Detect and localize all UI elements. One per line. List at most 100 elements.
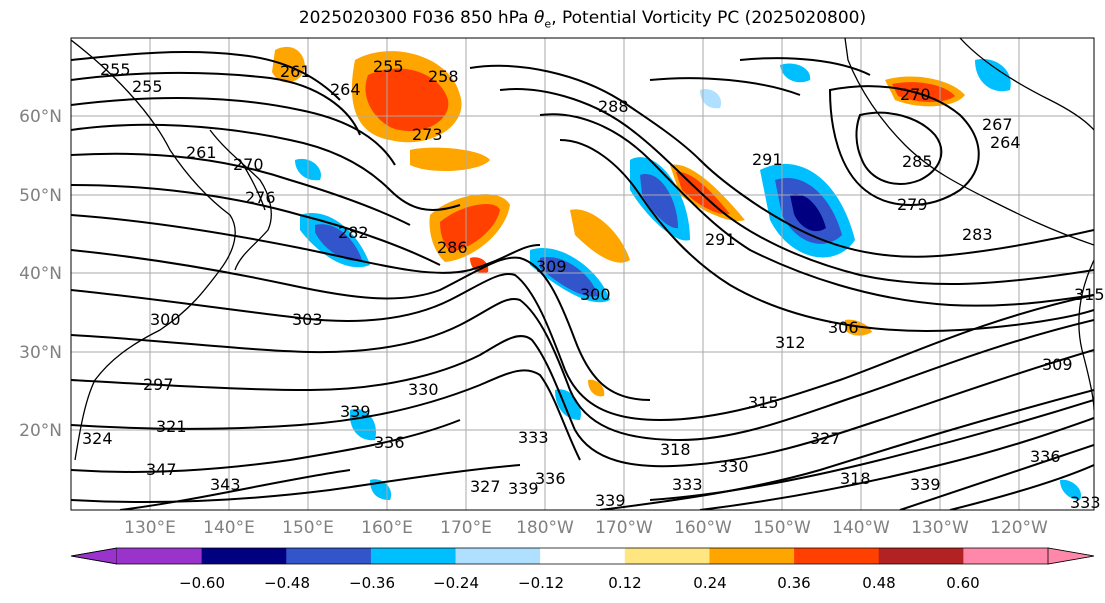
lon-label: 130°W: [911, 518, 969, 538]
contour-label: 309: [1042, 355, 1073, 374]
map-title: 2025020300 F036 850 hPa θe, Potential Vo…: [298, 8, 867, 31]
contour-labels: 255 255 261 264 255 258 273 261 270 276 …: [82, 57, 1105, 512]
contour-label: 258: [428, 67, 459, 86]
graticule: [71, 38, 1094, 510]
contour-label: 255: [373, 57, 404, 76]
contour-label: 282: [338, 223, 369, 242]
lat-label: 50°N: [19, 186, 62, 206]
colorbar-segment: [286, 548, 372, 564]
colorbar-tick-label: −0.12: [518, 574, 564, 592]
colorbar-extend-high: [1047, 547, 1095, 565]
contour-label: 261: [186, 143, 217, 162]
colorbar-segments: [70, 547, 1095, 565]
contour-label: 306: [828, 318, 859, 337]
lon-label: 140°E: [203, 518, 255, 538]
contour-label: 339: [340, 402, 371, 421]
colorbar-extend-low: [70, 547, 118, 565]
lon-label: 180°W: [516, 518, 574, 538]
contour-label: 255: [100, 60, 131, 79]
lat-label: 40°N: [19, 264, 62, 284]
contour-label: 333: [1070, 493, 1101, 512]
lat-label: 20°N: [19, 421, 62, 441]
contour-label: 336: [535, 469, 566, 488]
contour-label: 291: [705, 230, 736, 249]
lat-label: 60°N: [19, 107, 62, 127]
contour-label: 286: [437, 238, 468, 257]
contour-label: 343: [210, 475, 241, 494]
pv-positive-shading: [272, 46, 965, 397]
lon-label: 140°W: [832, 518, 890, 538]
contour-label: 303: [292, 310, 323, 329]
contour-label: 330: [718, 457, 749, 476]
contour-label: 333: [672, 475, 703, 494]
colorbar-tick-label: −0.60: [179, 574, 225, 592]
colorbar-tick-label: 0.48: [862, 574, 895, 592]
map-frame: [70, 37, 1095, 511]
contour-label: 255: [132, 77, 163, 96]
longitude-labels: 130°E 140°E 150°E 160°E 170°E 180°W 170°…: [124, 518, 1048, 538]
lon-label: 150°E: [282, 518, 334, 538]
contour-label: 324: [82, 429, 113, 448]
contour-label: 336: [1030, 447, 1061, 466]
colorbar-tick-label: 0.36: [777, 574, 810, 592]
contour-label: 309: [536, 257, 567, 276]
colorbar: −0.60 −0.48 −0.36 −0.24 −0.12 0.12 0.24 …: [70, 547, 1095, 592]
contour-label: 333: [518, 428, 549, 447]
colorbar-segment: [709, 548, 795, 564]
contour-label: 270: [233, 155, 264, 174]
contour-label: 276: [245, 188, 276, 207]
colorbar-tick-labels: −0.60 −0.48 −0.36 −0.24 −0.12 0.12 0.24 …: [179, 574, 980, 592]
contour-label: 315: [1074, 285, 1105, 304]
contour-label: 339: [595, 491, 626, 510]
contour-label: 264: [990, 133, 1021, 152]
colorbar-segment: [117, 548, 203, 564]
contour-label: 318: [840, 469, 871, 488]
colorbar-tick-label: −0.48: [264, 574, 310, 592]
colorbar-segment: [794, 548, 880, 564]
lon-label: 160°W: [674, 518, 732, 538]
contour-label: 283: [962, 225, 993, 244]
colorbar-segment: [540, 548, 626, 564]
coastlines: [71, 38, 1094, 461]
lon-label: 150°W: [753, 518, 811, 538]
lon-label: 120°W: [990, 518, 1048, 538]
contour-label: 285: [902, 152, 933, 171]
lon-label: 170°E: [440, 518, 492, 538]
contour-label: 288: [598, 97, 629, 116]
contour-label: 330: [408, 380, 439, 399]
lat-label: 30°N: [19, 343, 62, 363]
contour-label: 273: [412, 125, 443, 144]
contour-label: 261: [280, 62, 311, 81]
contour-label: 339: [910, 475, 941, 494]
lon-label: 130°E: [124, 518, 176, 538]
contour-label: 315: [748, 393, 779, 412]
contour-label: 291: [752, 150, 783, 169]
contour-label: 336: [374, 433, 405, 452]
contour-label: 347: [146, 460, 177, 479]
colorbar-tick-label: 0.24: [693, 574, 726, 592]
contour-label: 270: [900, 85, 931, 104]
colorbar-tick-label: −0.24: [433, 574, 479, 592]
lon-label: 160°E: [361, 518, 413, 538]
colorbar-segment: [455, 548, 541, 564]
lon-label: 170°W: [595, 518, 653, 538]
pv-negative-shading: [295, 59, 1081, 500]
contour-label: 267: [982, 115, 1013, 134]
contour-label: 297: [143, 375, 174, 394]
colorbar-segment: [963, 548, 1049, 564]
latitude-labels: 60°N 50°N 40°N 30°N 20°N: [19, 107, 62, 441]
colorbar-segment: [370, 548, 457, 564]
contour-label: 300: [580, 285, 611, 304]
contour-label: 312: [775, 333, 806, 352]
colorbar-segment: [201, 548, 287, 564]
contour-label: 327: [810, 429, 841, 448]
colorbar-tick-label: 0.12: [608, 574, 641, 592]
contour-label: 321: [156, 417, 187, 436]
colorbar-segment: [878, 548, 964, 564]
colorbar-segment: [624, 548, 710, 564]
contour-label: 339: [508, 479, 539, 498]
contour-label: 279: [897, 195, 928, 214]
contour-label: 327: [470, 477, 501, 496]
theta-e-contours: [71, 51, 1094, 510]
